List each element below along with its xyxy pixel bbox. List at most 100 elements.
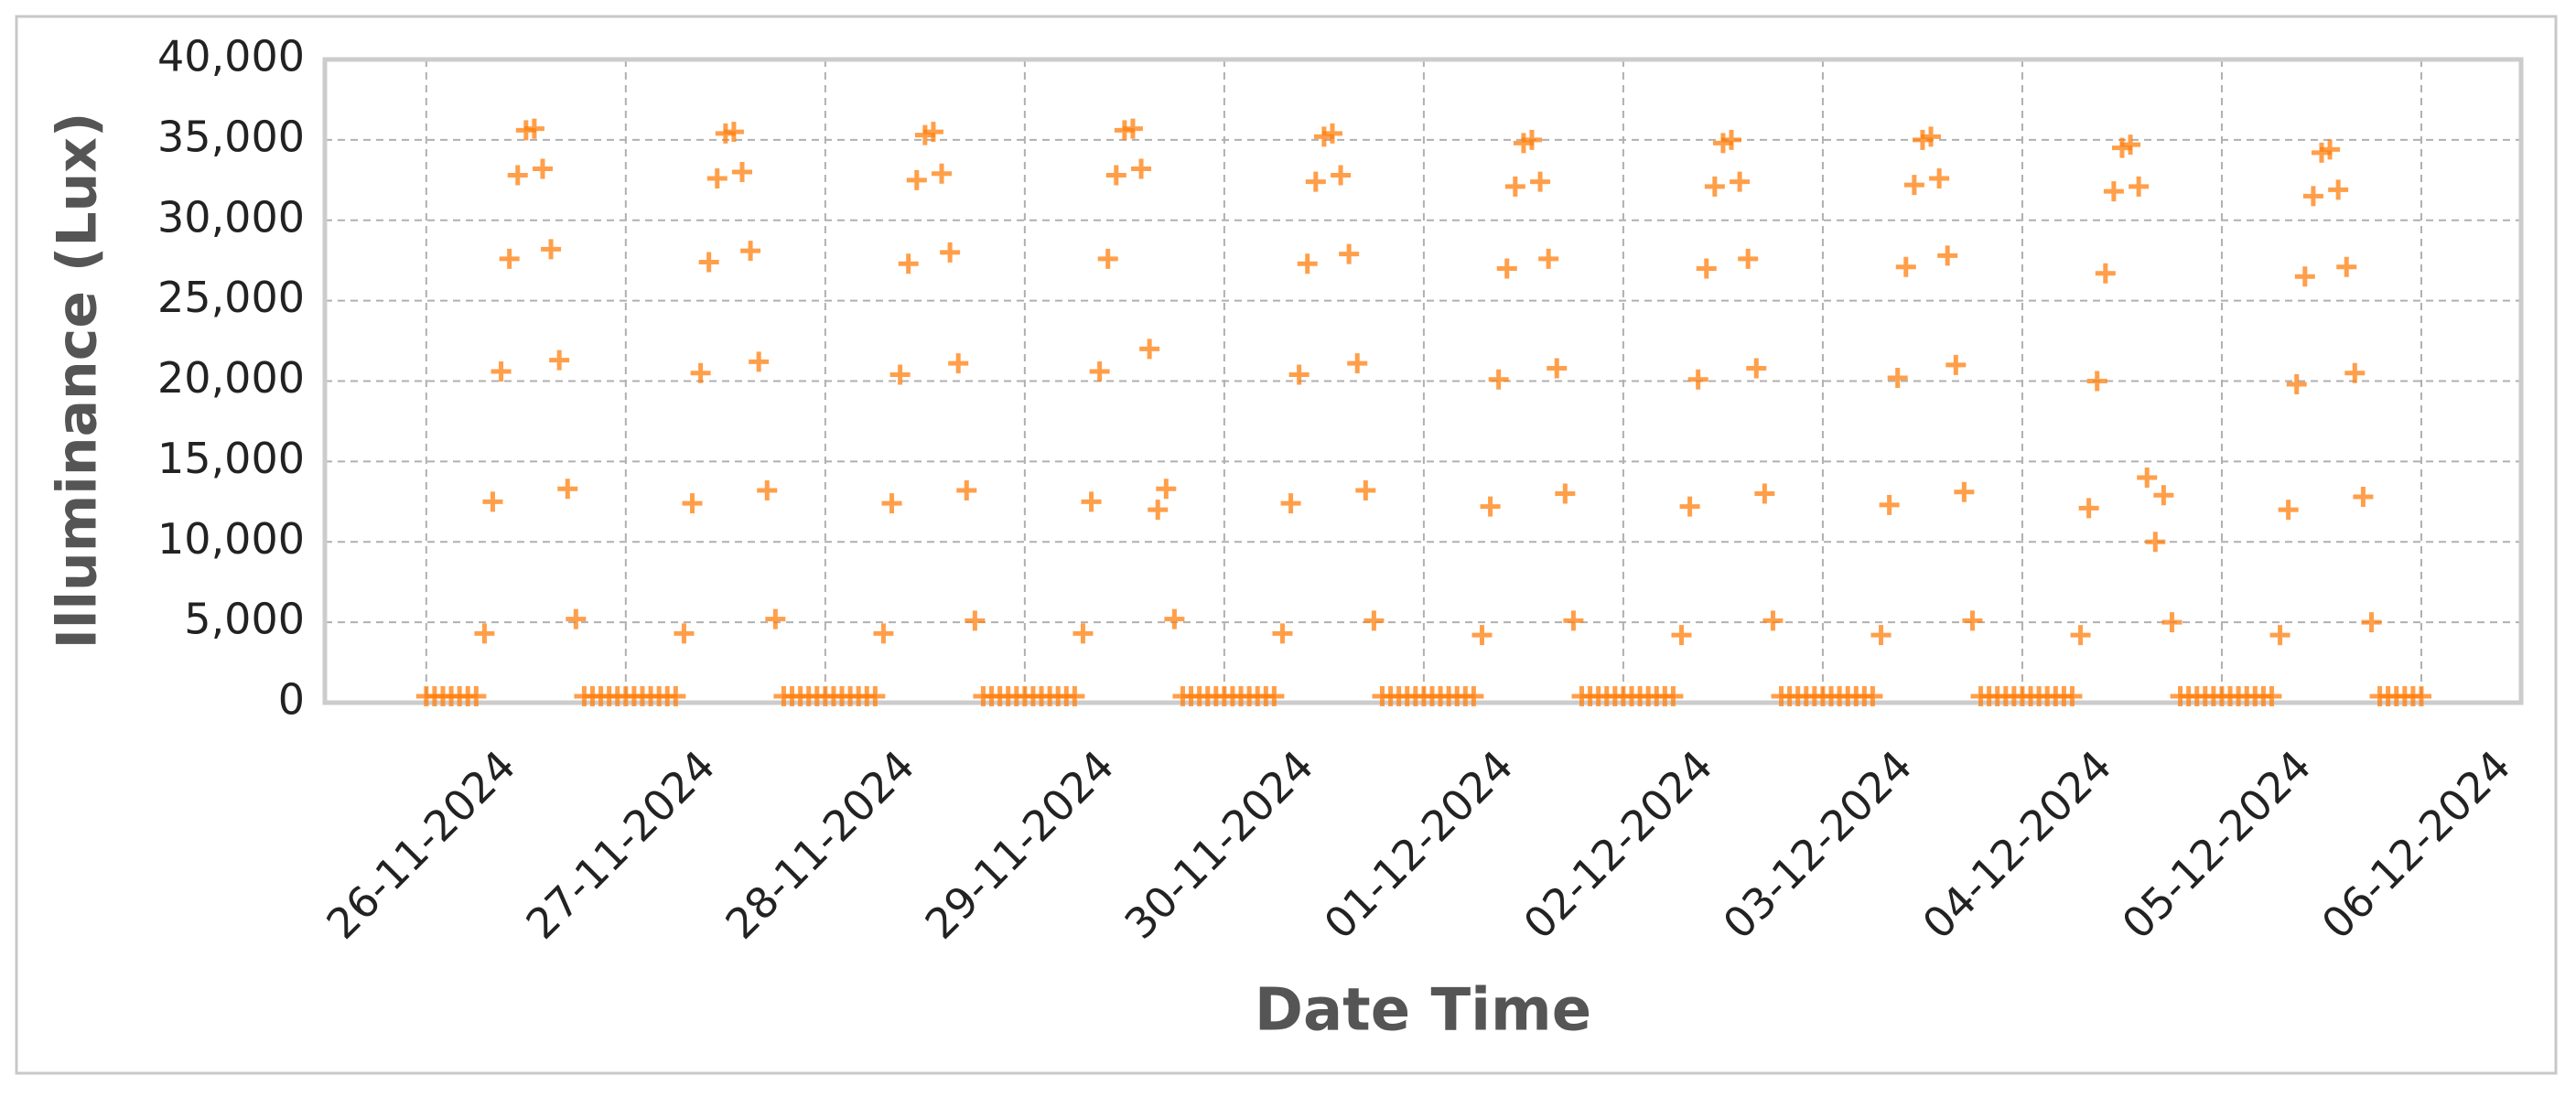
point (1488, 369, 1509, 390)
point (965, 610, 986, 631)
y-tick-label: 40,000 (157, 32, 305, 81)
point (1522, 129, 1542, 150)
point (557, 479, 578, 500)
point (698, 252, 719, 273)
point (873, 623, 894, 644)
point (2336, 256, 2357, 277)
point (1879, 494, 1900, 515)
point (1547, 358, 1568, 379)
point (1471, 625, 1493, 646)
frame (15, 15, 2558, 1075)
point (1122, 118, 1143, 139)
point (740, 241, 761, 262)
point (1937, 245, 1958, 266)
y-tick-label: 25,000 (157, 273, 305, 322)
point (1297, 253, 1318, 274)
point (2161, 612, 2183, 633)
point (1064, 685, 1085, 706)
point (1331, 165, 1352, 186)
y-axis-label: Illuminance (Lux) (46, 113, 110, 650)
point (2361, 612, 2382, 633)
point (749, 351, 770, 372)
point (2353, 487, 2374, 508)
point (898, 253, 919, 274)
point (956, 480, 977, 501)
point (566, 608, 587, 629)
point (674, 623, 695, 644)
point (2103, 181, 2124, 202)
point (2145, 532, 2166, 553)
point (1929, 168, 1950, 189)
point (1887, 367, 1908, 388)
point (1663, 685, 1684, 706)
point (690, 362, 711, 383)
point (1280, 493, 1301, 514)
point (1762, 610, 1784, 631)
point (2320, 139, 2341, 160)
point (2153, 485, 2174, 506)
point (1738, 248, 1759, 269)
point (2302, 186, 2323, 207)
point (1730, 171, 1751, 192)
point (499, 248, 520, 269)
point (1131, 158, 1152, 179)
point (1105, 165, 1126, 186)
point (1754, 483, 1775, 504)
point (665, 685, 686, 706)
point (1687, 369, 1708, 390)
point (2095, 263, 2116, 284)
point (940, 242, 961, 263)
point (1363, 610, 1385, 631)
point (1463, 685, 1484, 706)
point (732, 162, 753, 183)
point (1895, 256, 1916, 277)
y-tick-label: 5,000 (184, 595, 305, 644)
point (2137, 467, 2158, 488)
point (490, 360, 512, 382)
point (2328, 179, 2349, 200)
point (906, 169, 927, 190)
point (1347, 353, 1368, 374)
point (1721, 129, 1742, 150)
point (1097, 248, 1118, 269)
point (466, 685, 487, 706)
point (2078, 498, 2099, 519)
point (1496, 258, 1517, 279)
point (865, 685, 886, 706)
point (1139, 339, 1160, 360)
point (682, 493, 703, 514)
point (889, 364, 911, 385)
point (1563, 610, 1584, 631)
point (1945, 354, 1967, 375)
point (706, 168, 728, 189)
point (2070, 625, 2091, 646)
point (1321, 123, 1342, 144)
point (922, 122, 943, 143)
y-tick-label: 30,000 (157, 192, 305, 242)
point (1072, 623, 1094, 644)
point (2129, 176, 2150, 197)
y-tick-label: 15,000 (157, 434, 305, 483)
point (507, 165, 528, 186)
point (1746, 358, 1767, 379)
point (1148, 500, 1169, 521)
point (881, 493, 902, 514)
x-axis-label: Date Time (1255, 977, 1591, 1045)
point (1355, 480, 1376, 501)
point (1704, 176, 1725, 197)
point (2269, 625, 2290, 646)
y-tick-label: 35,000 (157, 112, 305, 161)
point (1288, 364, 1310, 385)
point (541, 239, 562, 260)
point (2062, 685, 2083, 706)
point (1164, 608, 1185, 629)
point (533, 158, 554, 179)
point (1305, 171, 1326, 192)
point (1538, 248, 1559, 269)
point (1555, 483, 1576, 504)
point (1264, 685, 1285, 706)
y-tick-label: 20,000 (157, 353, 305, 403)
point (1962, 610, 1983, 631)
point (2286, 374, 2307, 395)
